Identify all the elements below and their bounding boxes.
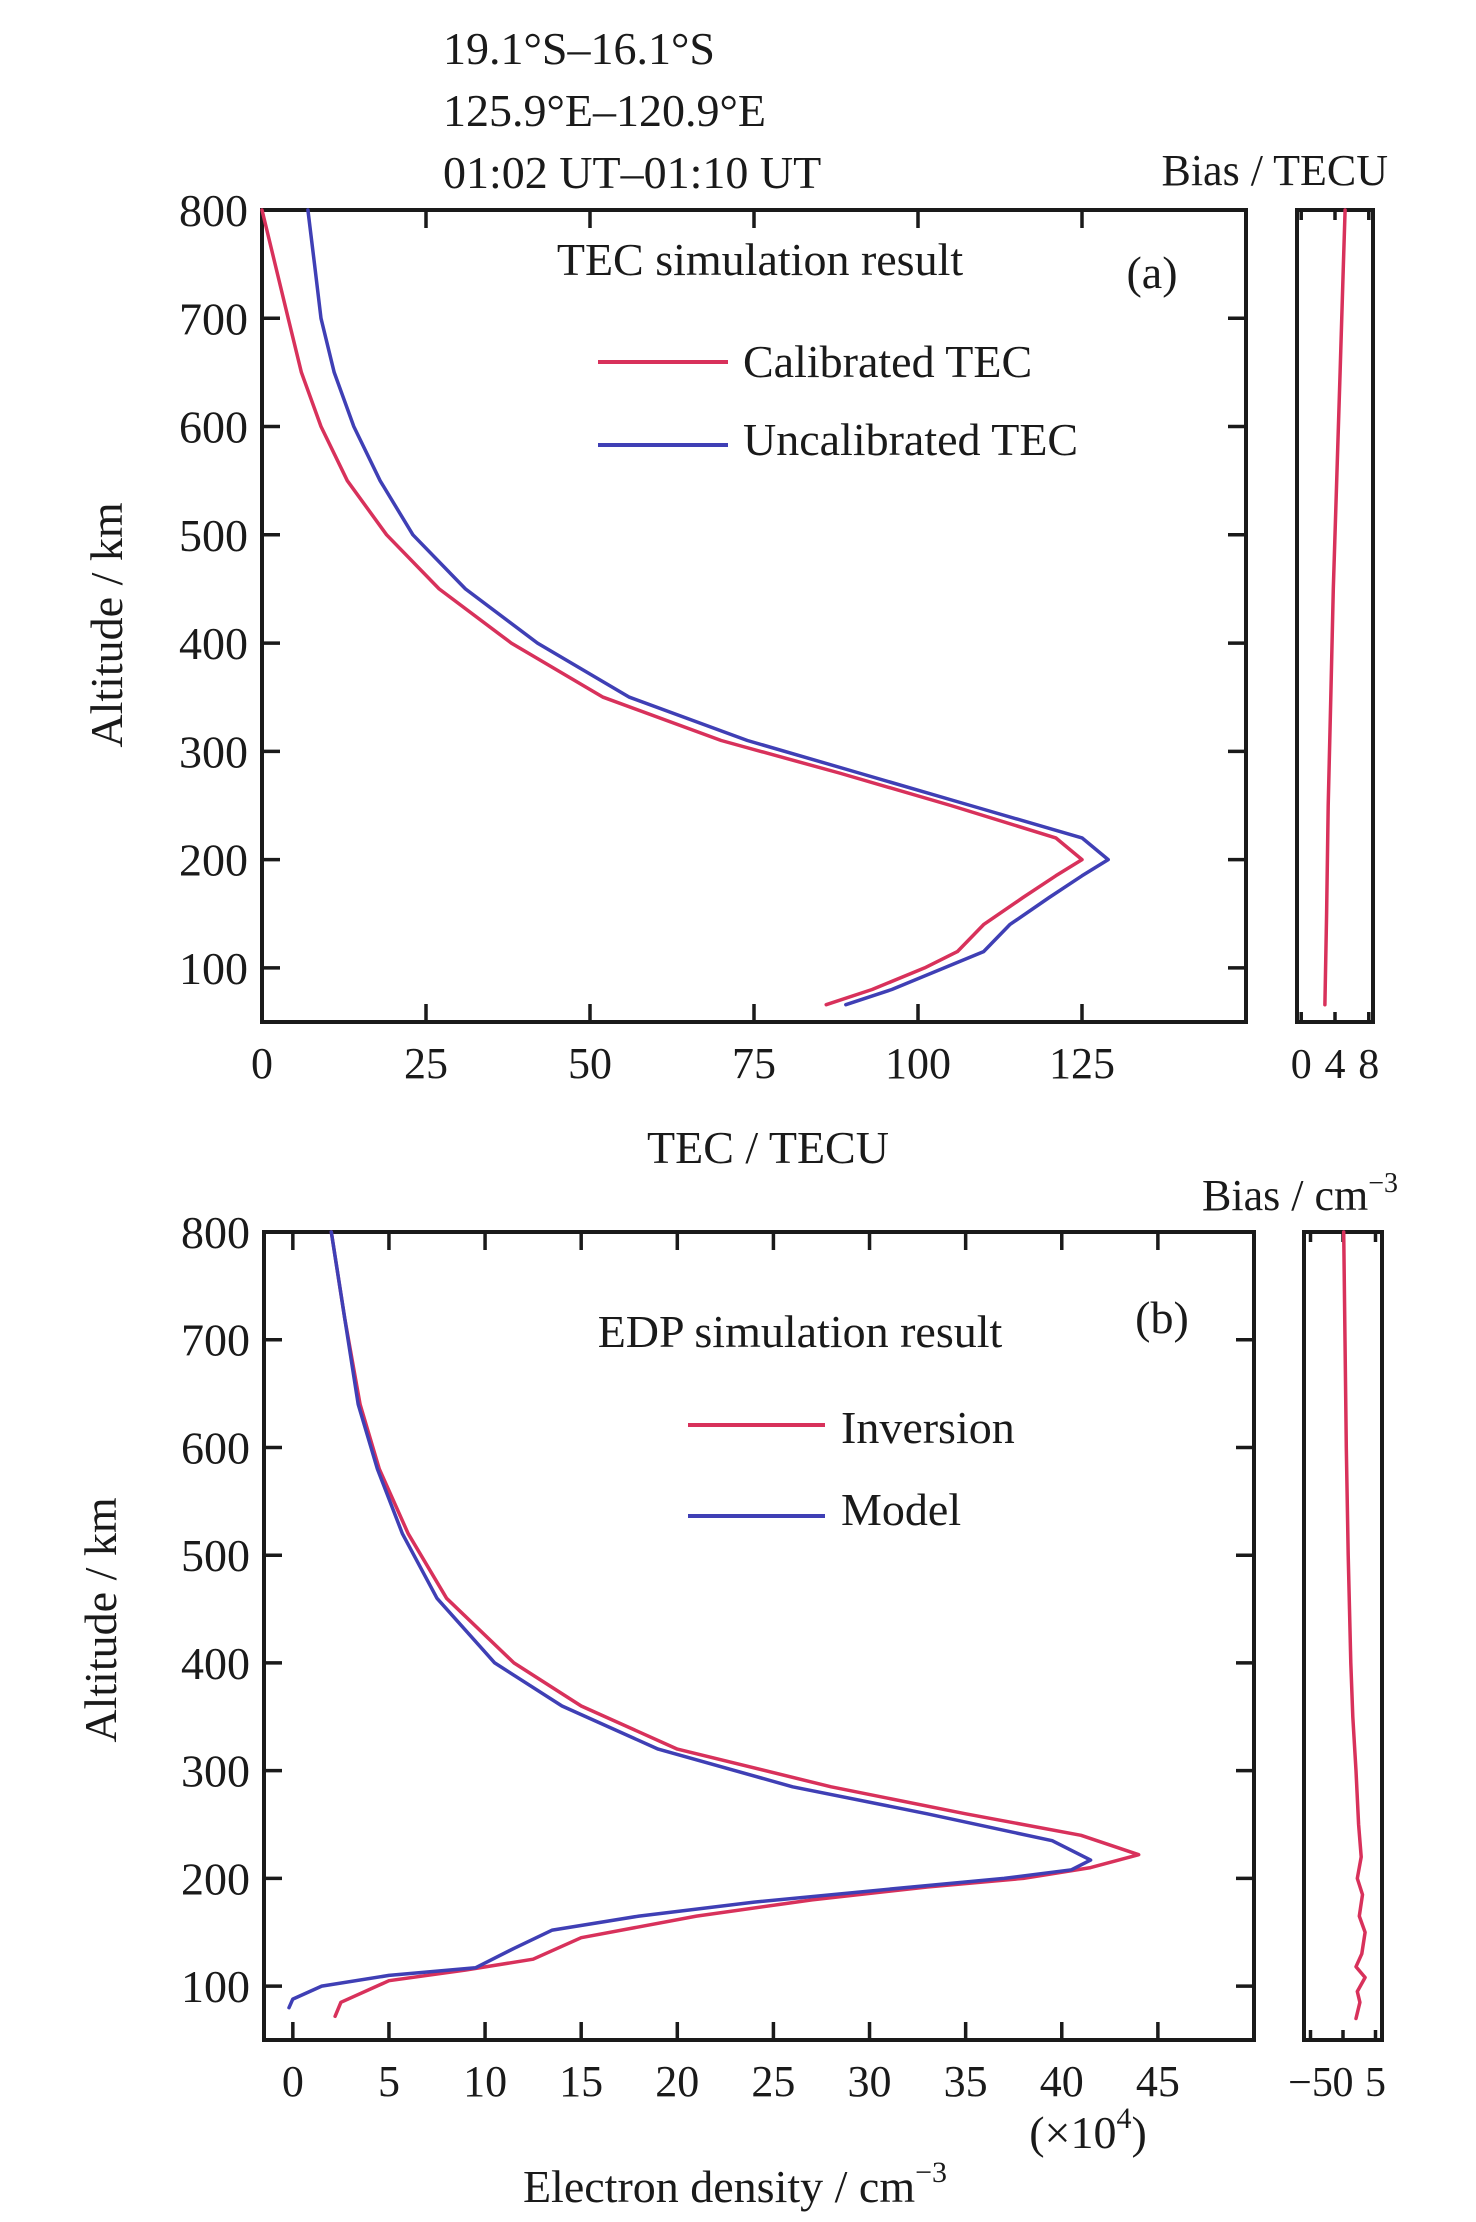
y-tick-label: 300 [179,726,248,777]
y-tick-label: 700 [179,293,248,344]
panel-a-frame [260,208,1248,1024]
panel-b-label: (b) [1135,1292,1189,1343]
x-tick-label: 40 [1040,2057,1084,2106]
legend-label-inversion: Inversion [841,1402,1015,1453]
x-tick-label: 100 [885,1039,951,1088]
panel-a-bias-frame [1295,208,1375,1024]
x-tick-label: 4 [1325,1042,1346,1088]
header-lat-range: 19.1°S–16.1°S [443,23,715,74]
x-tick-label: 125 [1049,1039,1115,1088]
x-tick-label: 0 [282,2057,304,2106]
panel-a-ylabel: Altitude / km [81,502,132,748]
x-tick-label: 30 [848,2057,892,2106]
panel-b-frame [262,1230,1256,2042]
y-tick-label: 800 [181,1207,250,1258]
x-tick-label: 0 [1291,1042,1312,1088]
series-line-b-0 [329,1230,1141,2019]
legend-label-uncalibrated-tec: Uncalibrated TEC [743,414,1078,465]
panel-a-legend: Calibrated TEC Uncalibrated TEC [598,336,1078,465]
panel-b-bias-chart: −5 0 5 Bias / cm−3 [1202,1168,1398,2106]
y-tick-label: 600 [179,402,248,453]
y-tick-label: 300 [181,1746,250,1797]
x-tick-label: 25 [404,1039,448,1088]
y-tick-label: 500 [181,1530,250,1581]
panel-a-bias-curves [1323,208,1347,1007]
y-tick-label: 200 [179,835,248,886]
panel-b-scale-note: (×104) [1029,2102,1147,2158]
panel-a-title: TEC simulation result [557,234,964,285]
panel-a-ticks: 0 25 50 75 100 125 100 200 300 400 500 600 700 800 [179,185,1246,1088]
y-tick-label: 800 [179,185,248,236]
series-line-b_bias-0 [1341,1230,1367,2021]
panel-b-bias-title: Bias / cm−3 [1202,1168,1398,1220]
y-tick-label: 400 [179,618,248,669]
y-tick-label: 400 [181,1638,250,1689]
series-line-b-1 [287,1230,1093,2010]
panel-a-tec-chart: 0 25 50 75 100 125 100 200 300 400 500 600 700 800 TE… [81,185,1248,1173]
panel-a-xlabel: TEC / TECU [647,1122,889,1173]
y-tick-label: 200 [181,1853,250,1904]
y-tick-label: 700 [181,1315,250,1366]
series-line-a-0 [260,208,1084,1007]
panel-a-bias-title: Bias / TECU [1161,146,1388,195]
y-tick-label: 100 [181,1961,250,2012]
panel-b-ticks: 0 5 10 15 20 25 30 35 40 45 100 200 300 400 500 600 700 8… [181,1207,1254,2106]
legend-label-calibrated-tec: Calibrated TEC [743,336,1032,387]
x-tick-label: 10 [463,2057,507,2106]
panel-b-curves [287,1230,1141,2019]
x-tick-label: 50 [568,1039,612,1088]
legend-label-model: Model [841,1484,961,1535]
x-tick-label: 8 [1358,1042,1379,1088]
x-tick-label: 0 [251,1039,273,1088]
panel-a-curves [260,208,1110,1007]
x-tick-label: 15 [559,2057,603,2106]
panel-b-edp-chart: 0 5 10 15 20 25 30 35 40 45 100 200 300 400 500 600 700 8… [75,1207,1256,2212]
panel-b-xlabel: Electron density / cm−3 [523,2156,947,2212]
panel-b-bias-curves [1341,1230,1367,2021]
panel-b-legend: Inversion Model [688,1402,1015,1535]
x-tick-label: 45 [1136,2057,1180,2106]
header-lon-range: 125.9°E–120.9°E [443,85,766,136]
panel-b-bias-frame [1302,1230,1384,2042]
x-tick-label: 5 [378,2057,400,2106]
y-tick-label: 600 [181,1422,250,1473]
x-tick-label: 35 [944,2057,988,2106]
x-tick-label: 75 [732,1039,776,1088]
x-tick-label: 0 [1333,2060,1354,2106]
series-line-a_bias-0 [1323,208,1347,1007]
header-time-range: 01:02 UT–01:10 UT [443,147,821,198]
panel-b-bias-ticks: −5 0 5 [1288,1232,1386,2106]
panel-a-label: (a) [1126,247,1177,298]
y-tick-label: 100 [179,943,248,994]
series-line-a-1 [306,208,1110,1007]
x-tick-label: 20 [655,2057,699,2106]
x-tick-label: 5 [1365,2060,1386,2106]
x-tick-label: 25 [751,2057,795,2106]
x-tick-label: −5 [1288,2060,1333,2106]
y-tick-label: 500 [179,510,248,561]
panel-b-title: EDP simulation result [598,1306,1003,1357]
panel-b-ylabel: Altitude / km [75,1497,126,1743]
